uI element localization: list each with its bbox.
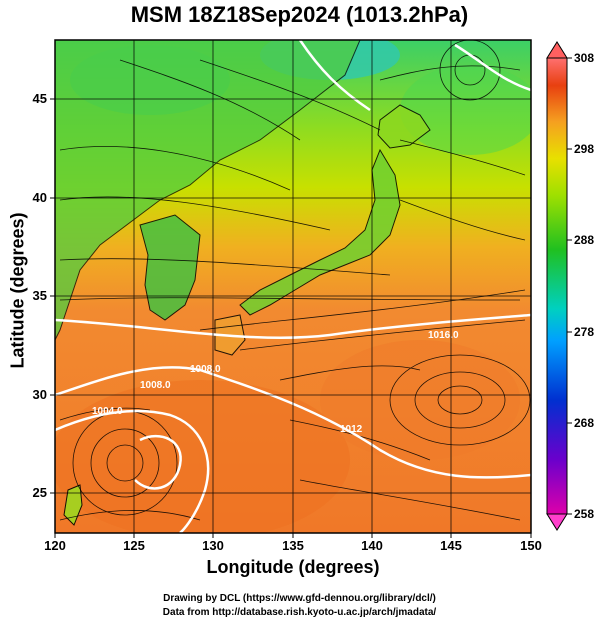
- colorbar: [546, 57, 568, 515]
- isobar-label: 1012: [340, 424, 363, 435]
- x-tick-label: 125: [123, 538, 145, 553]
- warm-patch-south: [55, 380, 350, 533]
- colorbar-tick-label: 288: [574, 233, 594, 247]
- x-tick-label: 130: [202, 538, 224, 553]
- chart-title: MSM 18Z18Sep2024 (1013.2hPa): [130, 2, 469, 27]
- x-axis-label: Longitude (degrees): [206, 557, 380, 577]
- colorbar-tick-label: 298: [574, 142, 594, 156]
- x-tick-label: 145: [440, 538, 462, 553]
- y-axis-label: Latitude (degrees): [7, 212, 28, 369]
- x-tick-label: 150: [520, 538, 542, 553]
- korea-peninsula: [139, 214, 201, 321]
- isobar-label: 1008.0: [140, 380, 171, 391]
- isobar-label: 1016.0: [428, 330, 459, 341]
- x-tick-label: 140: [361, 538, 383, 553]
- colorbar-ticks: [567, 57, 572, 515]
- lat-lon-grid: [55, 40, 531, 533]
- colorbar-max-arrow: [546, 41, 568, 59]
- credit-data: Data from http://database.rish.kyoto-u.a…: [162, 607, 437, 618]
- colorbar-tick-label: 308: [574, 51, 594, 65]
- isobar-label: 1004.0: [92, 406, 123, 417]
- colorbar-tick-label: 278: [574, 325, 594, 339]
- credit-drawing: Drawing by DCL (https://www.gfd-dennou.o…: [163, 593, 436, 604]
- asia-mainland: [55, 40, 361, 341]
- x-tick-label: 135: [282, 538, 304, 553]
- y-tick-label: 30: [33, 387, 47, 402]
- colorbar-tick-label: 258: [574, 507, 594, 521]
- cool-patch-ne: [400, 65, 531, 155]
- y-tick-label: 35: [33, 288, 47, 303]
- y-ticks: [50, 98, 55, 494]
- x-ticks: [54, 533, 532, 538]
- japan-hokkaido: [377, 104, 431, 149]
- isobar-label: 1008.0: [190, 364, 221, 375]
- warm-patch-east: [320, 340, 520, 460]
- x-tick-label: 120: [44, 538, 66, 553]
- colorbar-min-arrow: [546, 513, 568, 531]
- colorbar-tick-label: 268: [574, 416, 594, 430]
- y-tick-label: 45: [33, 91, 47, 106]
- streamlines: [59, 40, 531, 521]
- y-tick-label: 25: [33, 485, 47, 500]
- y-tick-label: 40: [33, 190, 47, 205]
